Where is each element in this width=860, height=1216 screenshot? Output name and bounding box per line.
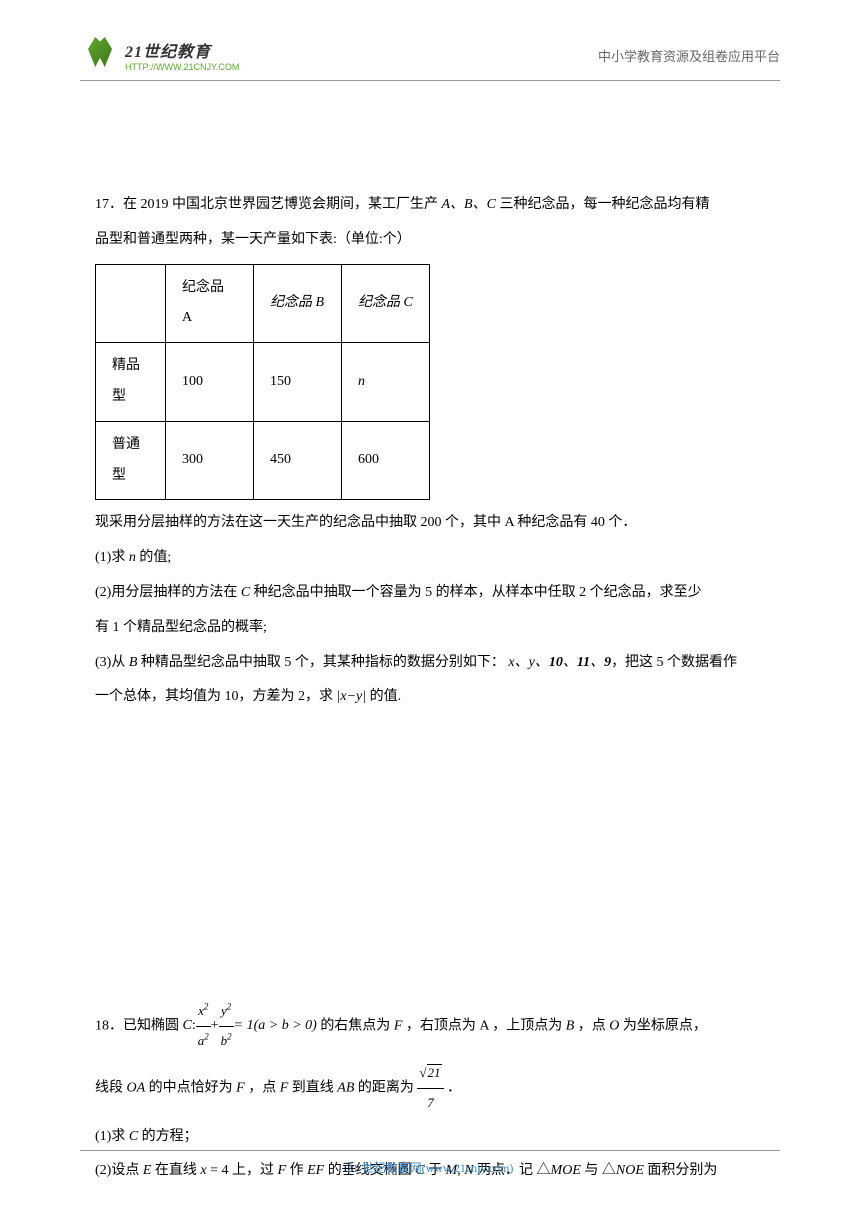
q17-sub1: (1)求 n 的值; xyxy=(95,543,765,574)
table-header-c: 纪念品 C xyxy=(342,264,430,343)
q17-intro-line1: 17．在 2019 中国北京世界园艺博览会期间，某工厂生产 A、B、C 三种纪念… xyxy=(95,190,765,221)
document-content: 17．在 2019 中国北京世界园艺博览会期间，某工厂生产 A、B、C 三种纪念… xyxy=(95,190,765,1191)
q18-intro-line1: 18．已知椭圆 C : x2 a2 + y2 b2 = 1(a > b > 0)… xyxy=(95,997,765,1055)
q17-sub3-text1b: ，把这 5 个数据看作 xyxy=(611,655,737,670)
table-header-b: 纪念品 B xyxy=(254,264,342,343)
table-cell: 450 xyxy=(254,421,342,500)
header-divider xyxy=(80,80,780,81)
footer-text: 21 世纪教育网(www.21cnjy.com) xyxy=(0,1159,860,1176)
q17-sub3-line2: 一个总体，其均值为 10，方差为 2，求 |x−y| 的值. xyxy=(95,682,765,713)
q17-abs-expr: |x−y| xyxy=(333,689,370,704)
table-header-row: 纪念品 A 纪念品 B 纪念品 C xyxy=(96,264,430,343)
logo-url-text: HTTP://WWW.21CNJY.COM xyxy=(125,62,239,72)
q17-intro-line2: 品型和普通型两种，某一天产量如下表:（单位:个） xyxy=(95,225,765,256)
q18-sub1: (1)求 C 的方程； xyxy=(95,1122,765,1153)
q17-intro-text1: 17．在 2019 中国北京世界园艺博览会期间，某工厂生产 xyxy=(95,197,438,212)
q18-text1: 18．已知椭圆 xyxy=(95,1018,179,1033)
table-row-label: 精品型 xyxy=(96,343,166,422)
q17-sub3-text2b: 的值. xyxy=(370,689,402,704)
q17-after-table: 现采用分层抽样的方法在这一天生产的纪念品中抽取 200 个，其中 A 种纪念品有… xyxy=(95,508,765,539)
q17-abc-italic: A、B、C xyxy=(438,197,499,212)
page-footer: 21 世纪教育网(www.21cnjy.com) xyxy=(0,1150,860,1176)
page-header: 21世纪教育 HTTP://WWW.21CNJY.COM 中小学教育资源及组卷应… xyxy=(0,35,860,75)
q18-ellipse-formula: C : x2 a2 + y2 b2 = 1(a > b > 0) xyxy=(183,997,317,1055)
content-gap xyxy=(95,717,765,997)
table-row: 精品型 100 150 n xyxy=(96,343,430,422)
table-header-a: 纪念品 A xyxy=(166,264,254,343)
q17-sub3-text2a: 一个总体，其均值为 10，方差为 2，求 xyxy=(95,689,333,704)
q17-sub2-line1: (2)用分层抽样的方法在 C 种纪念品中抽取一个容量为 5 的样本，从样本中任取… xyxy=(95,578,765,609)
production-table: 纪念品 A 纪念品 B 纪念品 C 精品型 100 150 n 普通型 300 … xyxy=(95,264,430,501)
table-cell: 150 xyxy=(254,343,342,422)
logo-figure-icon xyxy=(80,35,120,75)
logo-cn-text: 21世纪教育 xyxy=(125,38,239,62)
logo-text-block: 21世纪教育 HTTP://WWW.21CNJY.COM xyxy=(125,38,239,72)
q17-sub3-line1: (3)从 B 种精品型纪念品中抽取 5 个，其某种指标的数据分别如下： x、y、… xyxy=(95,648,765,679)
frac-y2b2: y2 b2 xyxy=(219,997,234,1055)
table-cell: 600 xyxy=(342,421,430,500)
logo: 21世纪教育 HTTP://WWW.21CNJY.COM xyxy=(80,35,239,75)
q17-sub3-text1: (3)从 B 种精品型纪念品中抽取 5 个，其某种指标的数据分别如下： xyxy=(95,655,505,670)
footer-divider xyxy=(80,1150,780,1151)
table-cell: n xyxy=(342,343,430,422)
q18-line2b: ． xyxy=(447,1081,461,1096)
table-row: 普通型 300 450 600 xyxy=(96,421,430,500)
q18-intro-line2: 线段 OA 的中点恰好为 F ，点 F 到直线 AB 的距离为 √21 7 ． xyxy=(95,1059,765,1117)
q18-line2a: 线段 OA 的中点恰好为 F ，点 F 到直线 AB 的距离为 xyxy=(95,1081,414,1096)
frac-x2a2: x2 a2 xyxy=(196,997,211,1055)
q17-sub3-data: x、y、10、11、9 xyxy=(505,655,611,670)
q17-sub2-line2: 有 1 个精品型纪念品的概率; xyxy=(95,613,765,644)
table-row-label: 普通型 xyxy=(96,421,166,500)
q18-text1b: 的右焦点为 F ，右顶点为 A ，上顶点为 B ，点 O 为坐标原点， xyxy=(320,1018,707,1033)
table-cell-empty xyxy=(96,264,166,343)
table-cell: 300 xyxy=(166,421,254,500)
table-cell: 100 xyxy=(166,343,254,422)
frac-sqrt21-7: √21 7 xyxy=(417,1059,443,1117)
q17-intro-text2: 三种纪念品，每一种纪念品均有精 xyxy=(499,197,709,212)
q18-condition: = 1(a > b > 0) xyxy=(234,1011,317,1042)
header-right-text: 中小学教育资源及组卷应用平台 xyxy=(598,46,780,65)
